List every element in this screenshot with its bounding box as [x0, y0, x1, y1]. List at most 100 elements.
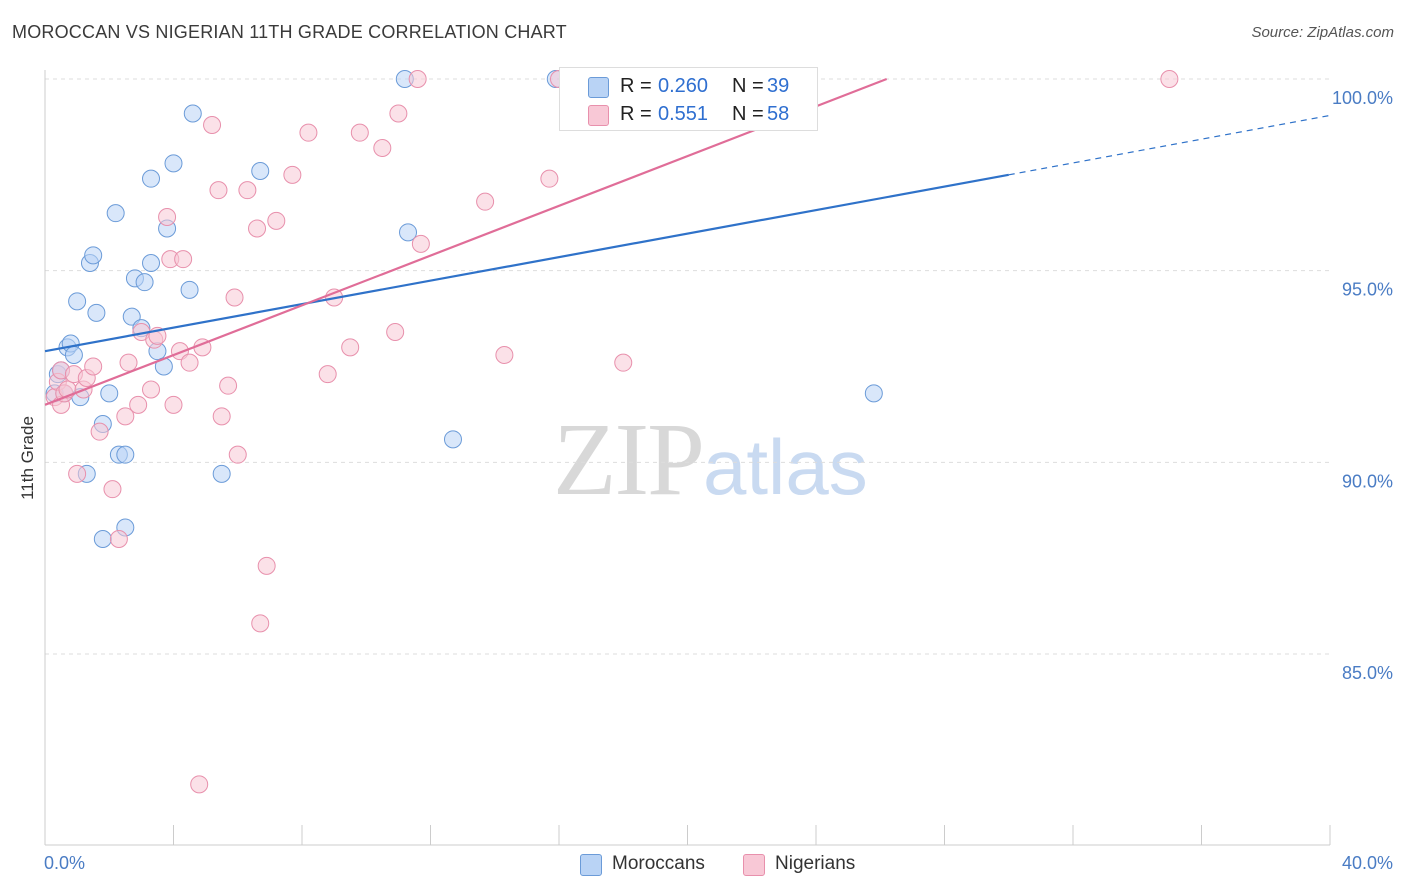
nigerians-point [267, 211, 286, 230]
nigerians-point [1160, 70, 1179, 88]
moroccans-r-value: 0.260 [658, 75, 709, 97]
nigerians-point [341, 338, 360, 357]
moroccans-n-label: N = [732, 75, 764, 97]
nigerians-point [142, 380, 161, 399]
x-tick-label: 0.0% [44, 853, 85, 873]
nigerians-point [238, 181, 257, 200]
y-tick-label: 100.0% [1332, 88, 1393, 108]
nigerians-point [299, 123, 318, 142]
moroccans-trend-extension [1008, 114, 1331, 176]
nigerians-point [190, 775, 209, 794]
nigerians-point [386, 323, 405, 341]
moroccans-n-value: 39 [767, 75, 790, 97]
moroccans-point [135, 273, 154, 292]
nigerians-point [209, 181, 228, 200]
legend-row-moroccans: R = 0.260 N = 39 [560, 73, 817, 101]
x-tick-label: 40.0% [1342, 853, 1393, 873]
watermark-atlas: atlas [703, 423, 868, 511]
nigerians-point [350, 123, 369, 142]
nigerians-legend-swatch [743, 854, 765, 876]
axes [44, 70, 1331, 846]
axis-labels: 85.0% 90.0% 95.0% 100.0% 0.0% 40.0% 11th Grade [18, 88, 1393, 873]
y-axis-title: 11th Grade [18, 416, 37, 500]
moroccans-points [45, 70, 883, 548]
nigerians-point [119, 353, 138, 372]
moroccans-trend-line [44, 173, 1009, 353]
nigerians-point [540, 169, 559, 188]
nigerians-points [45, 70, 1179, 794]
nigerians-r-label: R = [620, 103, 652, 125]
nigerians-point [203, 116, 222, 134]
watermark-zip: ZIP [553, 402, 705, 517]
moroccans-r-label: R = [620, 75, 652, 97]
moroccans-legend-swatch [580, 854, 602, 876]
nigerians-point [408, 70, 427, 88]
nigerians-n-value: 58 [767, 103, 790, 125]
moroccans-point [864, 384, 883, 403]
moroccans-point [100, 384, 119, 403]
nigerians-point [225, 288, 244, 307]
series-legend: Moroccans Nigerians [0, 852, 1406, 878]
watermark: ZIPatlas [553, 400, 868, 519]
moroccans-point [180, 280, 199, 299]
nigerians-point [103, 480, 122, 499]
grid-lines [45, 78, 1330, 655]
nigerians-point [251, 614, 270, 633]
moroccans-point [183, 104, 202, 123]
moroccans-point [84, 246, 103, 265]
nigerians-point [90, 422, 109, 441]
nigerians-point [174, 250, 193, 269]
moroccans-point [122, 307, 141, 326]
nigerians-point [228, 445, 247, 464]
moroccans-point [93, 530, 112, 548]
nigerians-point [495, 346, 514, 364]
nigerians-point [389, 104, 408, 123]
moroccans-swatch [588, 77, 609, 98]
moroccans-point [164, 154, 183, 173]
nigerians-point [109, 530, 128, 548]
y-tick-label: 95.0% [1342, 280, 1393, 300]
nigerians-point [129, 395, 148, 414]
nigerians-point [476, 192, 495, 211]
nigerians-point [318, 365, 337, 384]
nigerians-r-value: 0.551 [658, 103, 709, 125]
nigerians-point [257, 556, 276, 575]
chart-title: MOROCCAN VS NIGERIAN 11TH GRADE CORRELAT… [12, 22, 567, 42]
y-tick-label: 90.0% [1342, 471, 1393, 491]
nigerians-n-label: N = [732, 103, 764, 125]
source-label: Source: ZipAtlas.com [1251, 24, 1394, 41]
moroccans-point [116, 445, 135, 464]
moroccans-point [68, 292, 87, 311]
nigerians-point [116, 407, 135, 426]
moroccans-point [64, 346, 83, 364]
nigerians-point [180, 353, 199, 372]
nigerians-trend-line [44, 77, 888, 406]
y-tick-label: 85.0% [1342, 663, 1393, 683]
nigerians-point [212, 407, 231, 426]
moroccans-point [251, 162, 270, 180]
nigerians-point [411, 234, 430, 253]
nigerians-point [164, 395, 183, 414]
nigerians-legend-label: Nigerians [775, 853, 856, 874]
nigerians-point [283, 165, 302, 184]
moroccans-point [106, 204, 125, 223]
moroccans-point [142, 254, 161, 272]
moroccans-legend-label: Moroccans [612, 853, 705, 874]
trend-lines [44, 77, 1331, 406]
nigerians-point [68, 464, 87, 483]
nigerians-point [158, 208, 177, 226]
nigerians-swatch [588, 105, 609, 126]
nigerians-point [614, 353, 633, 372]
nigerians-point [248, 219, 267, 238]
nigerians-point [373, 139, 392, 157]
moroccans-point [399, 223, 418, 242]
legend-row-nigerians: R = 0.551 N = 58 [560, 101, 817, 129]
moroccans-point [443, 430, 462, 449]
nigerians-point [84, 357, 103, 376]
moroccans-point [87, 303, 106, 322]
stats-legend: R = 0.260 N = 39 R = 0.551 N = 58 [559, 67, 818, 131]
moroccans-point [142, 169, 161, 188]
moroccans-point [212, 464, 231, 483]
nigerians-point [219, 376, 238, 395]
